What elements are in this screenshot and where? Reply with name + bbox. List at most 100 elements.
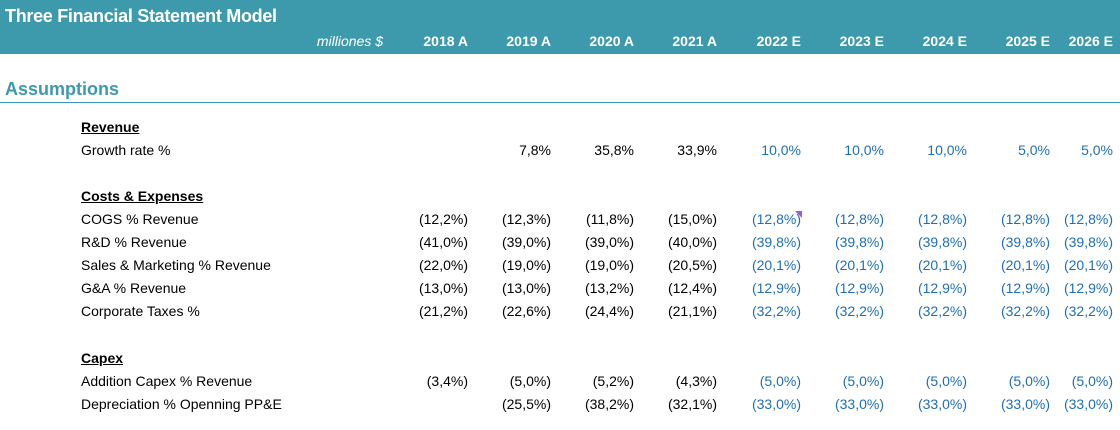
group-heading: Capex — [81, 350, 124, 366]
group-heading-row: Revenue — [0, 119, 1120, 141]
assumption-label: R&D % Revenue — [81, 234, 187, 250]
value-cell[interactable]: (33,0%) — [917, 396, 967, 412]
value-cell[interactable]: (22,0%) — [418, 257, 468, 273]
value-cell[interactable]: (12,3%) — [501, 211, 551, 227]
value-cell[interactable]: (3,4%) — [426, 373, 468, 389]
assumption-row: Corporate Taxes % (21,2%) (22,6%) (24,4%) (2… — [0, 303, 1120, 325]
value-cell[interactable]: (39,8%) — [751, 234, 801, 250]
value-cell[interactable]: (12,8%) — [917, 211, 967, 227]
value-cell[interactable]: (20,1%) — [1063, 257, 1113, 273]
value-cell[interactable]: 5,0% — [1081, 142, 1113, 158]
year-header-2021: 2021 A — [672, 33, 717, 49]
value-cell[interactable]: 10,0% — [927, 142, 967, 158]
value-cell[interactable]: (20,1%) — [917, 257, 967, 273]
value-cell[interactable]: (12,8%) — [1063, 211, 1113, 227]
value-cell[interactable]: (5,0%) — [925, 373, 967, 389]
value-cell[interactable]: (4,3%) — [675, 373, 717, 389]
value-cell[interactable]: (12,9%) — [917, 280, 967, 296]
value-cell[interactable]: (19,0%) — [584, 257, 634, 273]
value-cell[interactable]: (5,0%) — [842, 373, 884, 389]
value-cell[interactable]: (12,8%) — [834, 211, 884, 227]
assumption-row: G&A % Revenue (13,0%) (13,0%) (13,2%) (12,4%… — [0, 280, 1120, 302]
value-cell[interactable]: (12,9%) — [1063, 280, 1113, 296]
value-cell[interactable]: (32,2%) — [834, 303, 884, 319]
assumption-label: Corporate Taxes % — [81, 303, 200, 319]
value-cell[interactable]: (20,1%) — [1000, 257, 1050, 273]
value-cell[interactable]: (5,2%) — [592, 373, 634, 389]
value-cell[interactable]: (22,6%) — [501, 303, 551, 319]
value-cell[interactable]: 10,0% — [761, 142, 801, 158]
group-heading: Revenue — [81, 119, 140, 135]
value-cell[interactable]: 5,0% — [1018, 142, 1050, 158]
sheet-header-bar: Three Financial Statement Model millione… — [0, 0, 1120, 54]
assumption-row: Depreciation % Openning PP&E (25,5%) (38,2… — [0, 396, 1120, 418]
value-cell[interactable]: (13,0%) — [501, 280, 551, 296]
value-cell[interactable]: 7,8% — [519, 142, 551, 158]
value-cell[interactable]: (12,9%) — [751, 280, 801, 296]
group-heading-row: Costs & Expenses — [0, 188, 1120, 210]
value-cell[interactable]: (19,0%) — [501, 257, 551, 273]
value-cell[interactable]: (32,2%) — [1000, 303, 1050, 319]
value-cell[interactable]: (13,0%) — [418, 280, 468, 296]
value-cell[interactable]: (41,0%) — [418, 234, 468, 250]
value-cell[interactable]: (39,8%) — [834, 234, 884, 250]
value-cell[interactable]: (39,0%) — [501, 234, 551, 250]
group-heading-row: Capex — [0, 350, 1120, 372]
value-cell[interactable]: (33,0%) — [751, 396, 801, 412]
value-cell[interactable]: (21,1%) — [667, 303, 717, 319]
assumption-label: COGS % Revenue — [81, 211, 199, 227]
value-cell[interactable]: (12,8%) — [751, 211, 801, 227]
value-cell[interactable]: (38,2%) — [584, 396, 634, 412]
value-cell[interactable]: (39,8%) — [1063, 234, 1113, 250]
value-cell[interactable]: (12,4%) — [667, 280, 717, 296]
assumption-label: Addition Capex % Revenue — [81, 373, 253, 389]
section-title-assumptions: Assumptions — [5, 79, 120, 99]
value-cell[interactable]: (33,0%) — [834, 396, 884, 412]
value-cell[interactable]: (25,5%) — [501, 396, 551, 412]
assumption-row: Growth rate % 7,8% 35,8% 33,9% 10,0% 10,0% 10,… — [0, 142, 1120, 164]
year-header-2026: 2026 E — [1068, 33, 1113, 49]
value-cell[interactable]: (39,8%) — [1000, 234, 1050, 250]
value-cell[interactable]: (20,1%) — [834, 257, 884, 273]
assumption-label: G&A % Revenue — [81, 280, 187, 296]
value-cell[interactable]: (20,1%) — [751, 257, 801, 273]
value-cell[interactable]: (32,2%) — [917, 303, 967, 319]
value-cell[interactable]: (5,0%) — [509, 373, 551, 389]
value-cell[interactable]: (12,9%) — [834, 280, 884, 296]
value-cell[interactable]: (39,0%) — [584, 234, 634, 250]
value-cell[interactable]: (21,2%) — [418, 303, 468, 319]
value-cell[interactable]: (32,2%) — [1063, 303, 1113, 319]
value-cell[interactable]: (33,0%) — [1000, 396, 1050, 412]
value-cell[interactable]: (24,4%) — [584, 303, 634, 319]
value-cell[interactable]: (15,0%) — [667, 211, 717, 227]
value-cell[interactable]: (32,2%) — [751, 303, 801, 319]
value-cell[interactable]: (20,5%) — [667, 257, 717, 273]
year-header-2023: 2023 E — [839, 33, 884, 49]
value-cell[interactable]: (12,8%) — [1000, 211, 1050, 227]
value-cell[interactable]: (12,9%) — [1000, 280, 1050, 296]
value-cell[interactable]: (39,8%) — [917, 234, 967, 250]
value-cell[interactable]: (5,0%) — [759, 373, 801, 389]
year-header-2020: 2020 A — [589, 33, 634, 49]
value-cell[interactable]: (12,2%) — [418, 211, 468, 227]
assumption-row: R&D % Revenue (41,0%) (39,0%) (39,0%) (40,0%… — [0, 234, 1120, 256]
assumption-row: Addition Capex % Revenue (3,4%) (5,0%) (5,2… — [0, 373, 1120, 395]
value-cell[interactable]: (5,0%) — [1071, 373, 1113, 389]
page-title: Three Financial Statement Model — [5, 6, 277, 26]
value-cell[interactable]: 10,0% — [844, 142, 884, 158]
section-divider — [0, 102, 1120, 103]
value-cell[interactable]: (11,8%) — [586, 211, 634, 227]
year-header-2018: 2018 A — [423, 33, 468, 49]
value-cell[interactable]: (5,0%) — [1008, 373, 1050, 389]
assumption-row: COGS % Revenue (12,2%) (12,3%) (11,8%) (15,0… — [0, 211, 1120, 233]
value-cell[interactable]: 33,9% — [677, 142, 717, 158]
value-cell[interactable]: (33,0%) — [1063, 396, 1113, 412]
year-header-2019: 2019 A — [506, 33, 551, 49]
value-cell[interactable]: 35,8% — [594, 142, 634, 158]
unit-label: milliones $ — [316, 33, 383, 49]
comment-indicator-icon[interactable] — [795, 211, 802, 218]
value-cell[interactable]: (40,0%) — [667, 234, 717, 250]
group-heading: Costs & Expenses — [81, 188, 204, 204]
value-cell[interactable]: (32,1%) — [667, 396, 717, 412]
value-cell[interactable]: (13,2%) — [584, 280, 634, 296]
